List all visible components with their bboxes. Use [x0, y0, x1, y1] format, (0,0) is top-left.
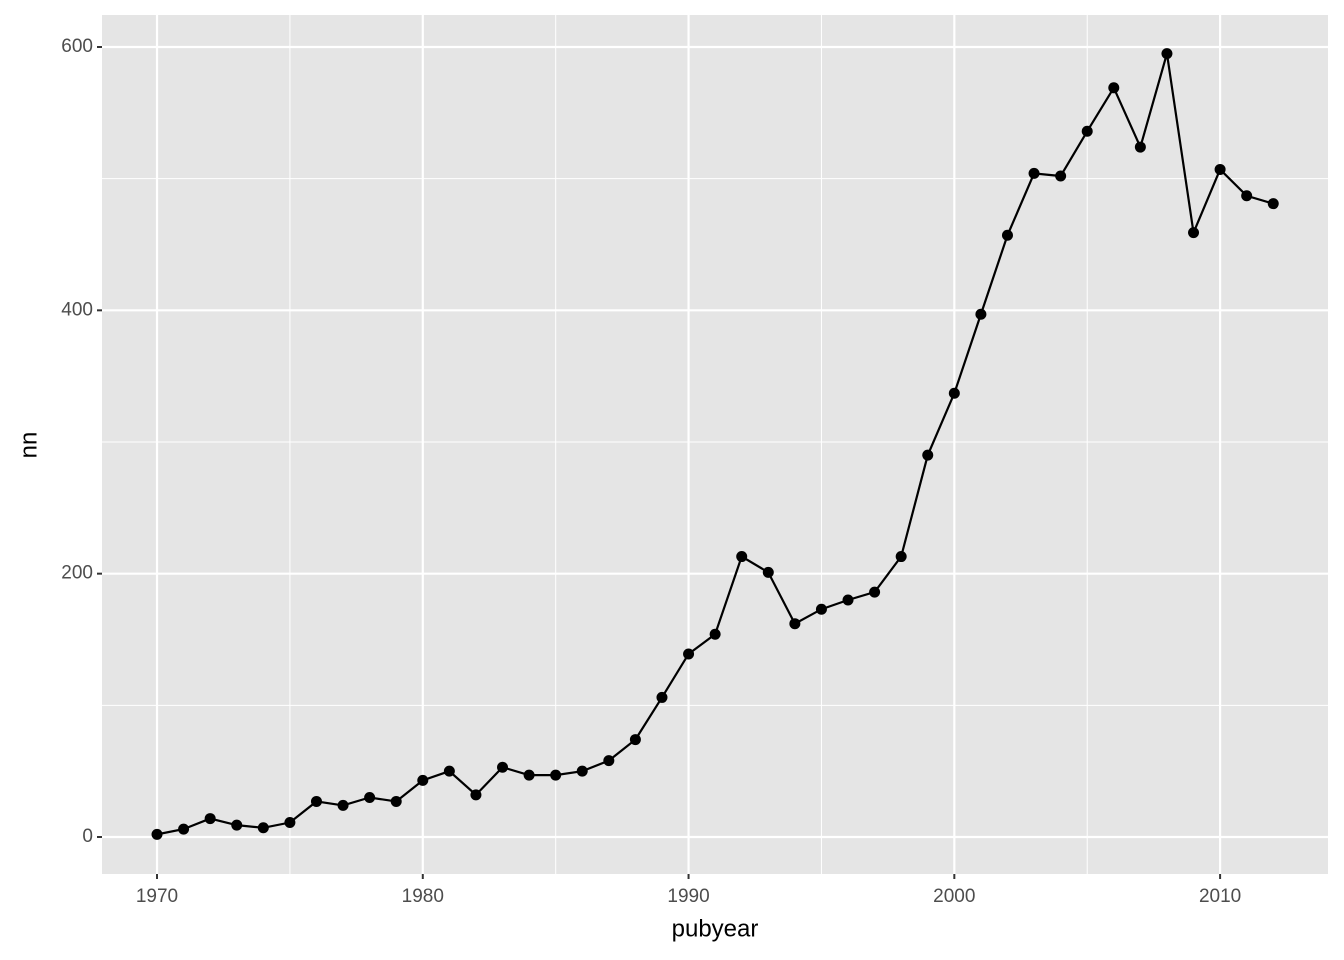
x-tick-label: 1990	[667, 886, 709, 907]
data-point	[231, 820, 242, 831]
data-point	[550, 770, 561, 781]
data-point	[683, 648, 694, 659]
x-axis-title: pubyear	[672, 915, 759, 942]
data-point	[178, 824, 189, 835]
data-point	[1082, 126, 1093, 137]
data-point	[603, 755, 614, 766]
data-point	[789, 618, 800, 629]
data-point	[896, 551, 907, 562]
x-tick-label: 1980	[402, 886, 444, 907]
data-point	[816, 604, 827, 615]
data-point	[284, 817, 295, 828]
y-tick-label: 400	[61, 299, 93, 320]
data-point	[577, 766, 588, 777]
y-tick-label: 200	[61, 563, 93, 584]
y-axis-title: nn	[15, 432, 42, 459]
data-point	[843, 594, 854, 605]
chart: 0 200 400 600 1970 1980 1990 2000 2010 pubyear n…	[0, 0, 1344, 960]
data-point	[1055, 171, 1066, 182]
data-point	[524, 770, 535, 781]
data-point	[1215, 164, 1226, 175]
x-tick-label: 2010	[1199, 886, 1241, 907]
data-point	[258, 822, 269, 833]
x-tick-label: 1970	[136, 886, 178, 907]
data-point	[311, 796, 322, 807]
y-tick-label: 600	[61, 36, 93, 57]
data-point	[205, 813, 216, 824]
data-point	[1029, 168, 1040, 179]
data-point	[497, 762, 508, 773]
data-point	[1188, 227, 1199, 238]
data-point	[630, 734, 641, 745]
data-point	[1108, 82, 1119, 93]
data-point	[949, 388, 960, 399]
data-point	[1268, 198, 1279, 209]
data-point	[1241, 190, 1252, 201]
data-point	[1002, 230, 1013, 241]
data-point	[364, 792, 375, 803]
data-point	[338, 800, 349, 811]
data-point	[444, 766, 455, 777]
data-point	[975, 309, 986, 320]
data-point	[152, 829, 163, 840]
data-point	[869, 587, 880, 598]
data-point	[656, 692, 667, 703]
data-point	[470, 789, 481, 800]
data-point	[922, 450, 933, 461]
data-point	[1135, 142, 1146, 153]
data-point	[736, 551, 747, 562]
data-point	[391, 796, 402, 807]
data-point	[710, 629, 721, 640]
data-point	[1161, 48, 1172, 59]
data-point	[417, 775, 428, 786]
y-tick-label: 0	[82, 826, 93, 847]
data-point	[763, 567, 774, 578]
x-tick-label: 2000	[933, 886, 975, 907]
